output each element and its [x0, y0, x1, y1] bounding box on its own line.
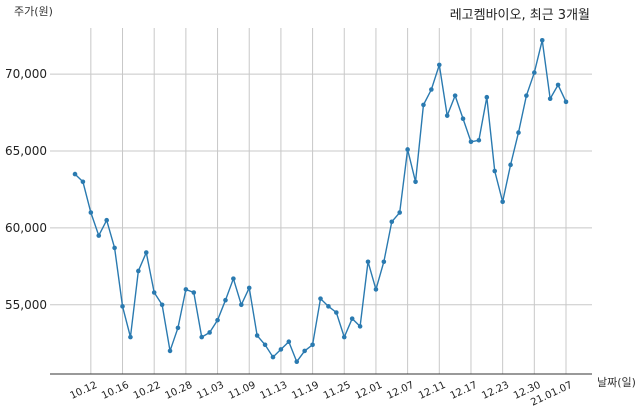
data-point [270, 354, 276, 360]
data-point [389, 219, 395, 225]
data-point [484, 94, 490, 100]
x-tick-label: 11.09 [227, 380, 258, 402]
data-point [175, 325, 181, 331]
data-point [555, 82, 561, 88]
y-tick-label: 60,000 [5, 221, 47, 235]
data-point [294, 359, 300, 364]
data-point [547, 96, 553, 102]
data-point [199, 334, 205, 340]
data-point [136, 268, 141, 274]
x-tick-label: 11.03 [195, 380, 226, 402]
x-tick-label: 10.16 [100, 380, 131, 402]
data-point [318, 296, 323, 301]
series-line [74, 40, 567, 364]
data-point [128, 334, 133, 340]
data-point [563, 99, 569, 105]
data-point [120, 304, 125, 309]
data-point [381, 259, 387, 265]
data-point [405, 147, 410, 152]
x-tick-label: 11.25 [322, 380, 353, 402]
y-tick-labels: 55,000 60,000 65,000 70,000 [5, 67, 47, 312]
x-tick-label: 11.13 [259, 380, 290, 402]
y-tick-label: 65,000 [5, 144, 47, 158]
y-tick-label: 70,000 [5, 67, 47, 81]
data-point [436, 62, 442, 68]
data-point [421, 102, 426, 108]
x-tick-label: 12.17 [449, 380, 480, 402]
data-point [532, 70, 537, 75]
data-point [254, 333, 260, 338]
data-point [397, 210, 402, 215]
x-tick-label: 12.07 [385, 380, 416, 402]
data-point [231, 276, 236, 281]
x-tick-label: 11.19 [290, 380, 321, 402]
data-point [452, 93, 458, 98]
data-point [215, 317, 220, 323]
data-point [80, 179, 86, 185]
data-point [444, 113, 450, 118]
data-point [516, 130, 521, 135]
data-point [500, 199, 505, 205]
data-point [476, 137, 482, 143]
data-point [167, 348, 173, 354]
data-point [539, 38, 545, 43]
x-tick-label: 10.22 [132, 380, 163, 402]
data-point [373, 287, 379, 292]
data-point [334, 310, 339, 315]
data-point [183, 287, 189, 292]
data-point [223, 297, 228, 303]
data-point [357, 324, 363, 329]
data-point [246, 285, 252, 291]
x-tick-label: 12.11 [417, 380, 448, 402]
x-tick-label: 10.12 [69, 380, 100, 402]
x-tick-labels: 10.12 10.16 10.22 10.28 11.03 11.09 11.13 11.19… [69, 380, 575, 409]
data-point [104, 217, 109, 223]
data-point [151, 290, 157, 295]
data-point [191, 290, 197, 295]
data-point [349, 316, 355, 321]
data-point [508, 162, 513, 168]
data-point [262, 342, 268, 348]
data-point [159, 302, 165, 308]
data-point [492, 168, 498, 174]
data-point [143, 250, 149, 255]
data-point [278, 347, 284, 352]
data-point [88, 210, 94, 215]
data-point [365, 259, 371, 265]
data-point [286, 339, 292, 345]
x-tick-label: 12.23 [480, 380, 511, 402]
data-point [96, 233, 102, 238]
data-point [413, 179, 418, 185]
data-point [207, 330, 212, 335]
data-point [72, 171, 78, 177]
price-series [72, 38, 569, 364]
data-point [326, 304, 331, 309]
data-point [112, 245, 117, 251]
data-point [310, 342, 315, 348]
x-axis-title: 날짜(일) [597, 375, 636, 389]
y-axis-title: 주가(원) [14, 5, 53, 18]
data-point [524, 93, 529, 98]
data-point [460, 116, 466, 122]
data-point [302, 348, 307, 354]
x-tick-label: 12.01 [354, 380, 385, 402]
data-point [468, 139, 474, 145]
chart-title: 레고켐바이오, 최근 3개월 [450, 8, 590, 23]
x-tick-label: 10.28 [164, 380, 195, 402]
data-point [341, 334, 347, 340]
data-point [429, 87, 434, 92]
grid-lines [50, 28, 592, 374]
y-tick-label: 55,000 [5, 298, 47, 312]
data-point [239, 302, 244, 308]
